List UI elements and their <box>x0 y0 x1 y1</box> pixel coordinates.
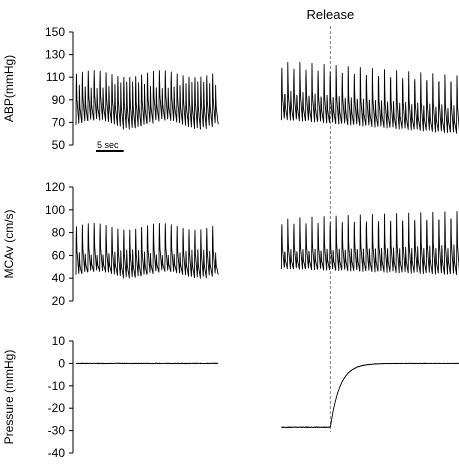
panel-3: -40 -30 -20 -10 0 10 Pressure (mmHg) <box>2 334 459 460</box>
y-tick-label: 120 <box>45 180 65 194</box>
y-tick-label: 130 <box>45 48 65 62</box>
y-axis-label: MCAv (cm/s) <box>2 209 16 278</box>
y-tick-label: 110 <box>46 70 65 84</box>
y-axis-label: ABP(mmHg) <box>2 55 16 122</box>
trace-segment-2 <box>281 362 459 429</box>
y-tick-label: 0 <box>58 356 65 370</box>
y-tick-label: 10 <box>52 334 66 348</box>
panel-1: 50 70 90 110 130 150 ABP(mmHg) 5 sec <box>2 25 459 152</box>
trace-segment-2 <box>280 210 459 276</box>
y-tick-label: 50 <box>52 138 66 152</box>
y-tick-label: 20 <box>52 294 66 308</box>
y-tick-label: -40 <box>48 446 66 460</box>
y-tick-label: 150 <box>45 25 65 39</box>
y-tick-label: 100 <box>45 203 65 217</box>
y-axis-label: Pressure (mmHg) <box>2 350 16 445</box>
y-tick-label: 80 <box>52 226 66 240</box>
trace-segment-1 <box>75 70 219 130</box>
y-tick-label: -30 <box>48 424 66 438</box>
y-tick-label: -10 <box>48 379 66 393</box>
y-tick-label: 40 <box>52 271 66 285</box>
y-tick-label: 70 <box>52 115 66 129</box>
trace-segment-1 <box>75 222 219 279</box>
y-tick-label: 60 <box>52 248 66 262</box>
release-annotation: Release <box>307 7 355 22</box>
y-tick-label: -20 <box>48 401 66 415</box>
trace-segment-2 <box>280 62 459 134</box>
trace-segment-1 <box>75 362 219 365</box>
panel-2: 20 40 60 80 100 120 MCAv (cm/s) <box>2 180 459 308</box>
y-tick-label: 90 <box>52 93 66 107</box>
time-scale-bar-label: 5 sec <box>97 140 119 150</box>
